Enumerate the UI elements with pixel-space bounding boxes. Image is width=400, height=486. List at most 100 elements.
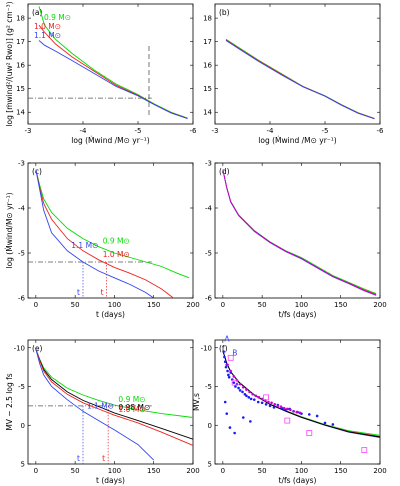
y-tick-label: 18 bbox=[203, 15, 212, 23]
y-tick-label: -4 bbox=[18, 205, 26, 213]
data-point-2 bbox=[254, 394, 258, 398]
data-point-2 bbox=[241, 385, 245, 389]
plot-frame bbox=[27, 162, 194, 299]
data-point-1 bbox=[331, 423, 335, 426]
x-tick-label: 150 bbox=[334, 301, 347, 309]
y-axis-label: MV − 2.5 log fs bbox=[5, 373, 14, 430]
plot-frame bbox=[214, 339, 381, 465]
y-tick-label: 14 bbox=[203, 109, 212, 117]
y-tick-label: 5 bbox=[21, 461, 25, 469]
data-point-1 bbox=[249, 397, 253, 401]
data-point-1 bbox=[234, 385, 237, 388]
x-tick-label: 100 bbox=[295, 301, 308, 309]
data-point-1 bbox=[264, 403, 268, 406]
x-tick-label: -6 bbox=[190, 127, 198, 135]
series-line-3 bbox=[38, 40, 188, 120]
data-point-2 bbox=[257, 396, 261, 399]
y-tick-label: 0 bbox=[21, 422, 25, 430]
x-tick-label: 200 bbox=[373, 467, 386, 475]
x-tick-label: 150 bbox=[147, 301, 160, 309]
data-point-1 bbox=[224, 365, 228, 369]
series-label: 1.0 M⊙ bbox=[34, 22, 61, 31]
y-tick-label: -5 bbox=[18, 250, 25, 258]
series-line-1 bbox=[222, 350, 381, 436]
x-tick-label: 50 bbox=[71, 301, 80, 309]
open-square-point bbox=[231, 379, 238, 386]
panel-a: -3 -4 -5 -6 14 15 16 17 18 log (Ṁwind /M⊙ yr⁻¹) lo… bbox=[5, 1, 197, 145]
data-point-1 bbox=[238, 389, 242, 392]
plot-frame bbox=[27, 3, 194, 125]
data-point-1 bbox=[241, 416, 245, 419]
data-point-1 bbox=[222, 350, 225, 353]
series-line-2 bbox=[222, 350, 381, 437]
y-tick-label: -5 bbox=[205, 250, 212, 258]
series-label: 1.0 M⊙ bbox=[118, 405, 145, 414]
plot-frame bbox=[27, 339, 194, 465]
y-axis-label: log [ṁwind²/(uw² Rwo)] (g² cm⁻³) bbox=[5, 1, 14, 126]
data-point-2 bbox=[232, 375, 236, 378]
data-point-2 bbox=[245, 388, 248, 391]
data-point-1 bbox=[272, 406, 276, 409]
series-line-4 bbox=[222, 169, 377, 296]
y-tick-label: 17 bbox=[203, 38, 212, 46]
panel-label: (f) bbox=[219, 344, 228, 353]
data-point-2 bbox=[276, 404, 280, 408]
x-tick-label: 0 bbox=[34, 301, 38, 309]
x-tick-label: 200 bbox=[186, 301, 199, 309]
data-point-1 bbox=[233, 431, 236, 435]
x-tick-label: 50 bbox=[258, 301, 267, 309]
x-tick-label: 50 bbox=[258, 467, 267, 475]
y-tick-label: -3 bbox=[205, 160, 212, 168]
x-tick-label: 150 bbox=[334, 467, 347, 475]
y-tick-label: 0 bbox=[208, 422, 212, 430]
series-label: 0.98 M⊙ bbox=[118, 403, 150, 412]
data-point-1 bbox=[252, 398, 256, 401]
series-line-3 bbox=[35, 349, 194, 446]
series-line-1 bbox=[222, 169, 377, 294]
panel-label: (b) bbox=[219, 8, 230, 17]
panel-label: (a) bbox=[32, 8, 43, 17]
panel-label: (c) bbox=[32, 167, 42, 176]
y-tick-label: -10 bbox=[201, 344, 212, 352]
panel-c: 0 50 100 150 200 -3 -4 -5 -6 t (days) log (Ṁwind/M… bbox=[5, 160, 200, 320]
series-line-1 bbox=[35, 349, 194, 418]
open-square-point bbox=[284, 417, 291, 424]
data-point-2 bbox=[285, 407, 289, 411]
data-point-1 bbox=[241, 390, 244, 394]
series-label: 1.1 M⊙ bbox=[71, 241, 98, 250]
series-label: 0.9 M⊙ bbox=[118, 395, 145, 404]
series-line-1 bbox=[225, 38, 375, 119]
data-point-1 bbox=[307, 413, 311, 416]
y-tick-label: 18 bbox=[16, 15, 25, 23]
panel-f: 0 50 100 150 200 -10 -5 0 5 t/fs (days) MV,s (f)AB bbox=[192, 335, 387, 485]
y-tick-label: 16 bbox=[203, 62, 212, 70]
x-tick-label: 200 bbox=[373, 301, 386, 309]
series-label: 0.9 M⊙ bbox=[44, 13, 71, 22]
x-tick-label: 50 bbox=[71, 467, 80, 475]
y-tick-label: -5 bbox=[205, 383, 212, 391]
x-tick-label: 0 bbox=[34, 467, 38, 475]
x-axis-label: t/fs (days) bbox=[279, 476, 317, 485]
y-tick-label: 16 bbox=[16, 62, 25, 70]
x-axis-label: t (days) bbox=[96, 310, 125, 319]
data-point-2 bbox=[292, 410, 295, 413]
plot-frame bbox=[214, 162, 381, 299]
x-axis-label: log (Ṁwind /M⊙ yr⁻¹) bbox=[71, 136, 149, 145]
y-axis-label: log (Ṁwind/M⊙ yr⁻¹) bbox=[5, 192, 14, 268]
data-point-1 bbox=[223, 360, 227, 364]
data-point-1 bbox=[260, 401, 264, 405]
x-tick-label: 100 bbox=[108, 301, 121, 309]
data-point-1 bbox=[249, 420, 252, 423]
series-line-3 bbox=[225, 40, 375, 120]
data-point-2 bbox=[298, 411, 302, 415]
data-point-2 bbox=[238, 382, 242, 386]
y-tick-label: -3 bbox=[18, 160, 25, 168]
data-point-2 bbox=[260, 397, 264, 401]
t-marker-label: t bbox=[102, 454, 105, 463]
x-tick-label: 100 bbox=[108, 467, 121, 475]
series-line-1 bbox=[35, 169, 190, 279]
point-label: A bbox=[224, 335, 230, 344]
data-point-2 bbox=[289, 408, 292, 412]
series-line-4 bbox=[35, 349, 155, 461]
point-label: B bbox=[232, 349, 237, 358]
